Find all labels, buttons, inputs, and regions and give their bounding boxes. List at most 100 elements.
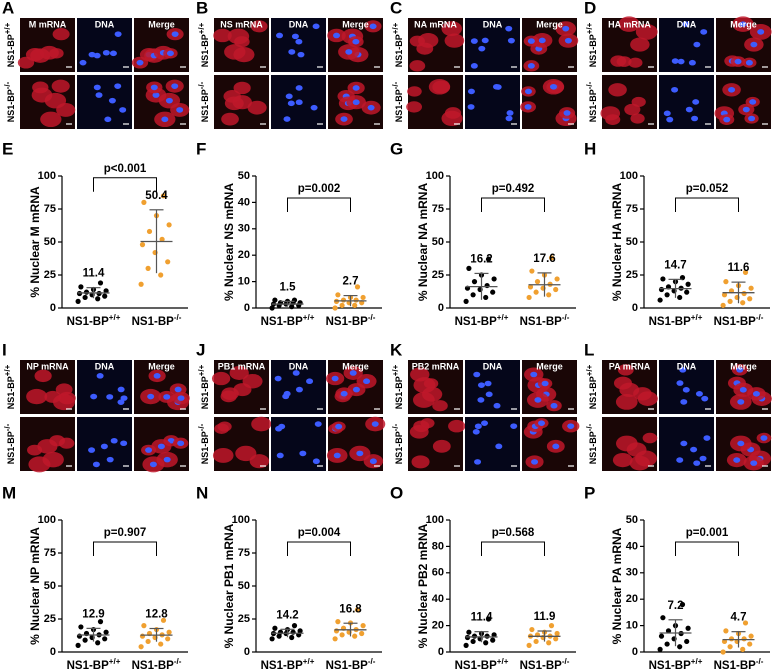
x-tick-label: NS1-BP+/+ [649,313,703,328]
image-header: Merge [730,361,757,371]
nucleus [470,63,478,69]
data-point [490,637,496,643]
image-header: Merge [342,361,369,371]
x-tick-label: NS1-BP-/- [714,657,764,670]
nucleus [693,41,701,48]
nucleus [742,106,750,113]
micrograph [600,75,657,129]
image-header: DNA [95,19,115,29]
panel-letter: A [2,0,14,17]
micrograph [213,18,269,72]
micrograph [326,416,386,471]
nucleus [492,83,500,90]
micrograph [327,18,383,72]
data-point [289,634,295,641]
data-point [335,292,341,298]
nucleus [563,110,571,116]
cell [628,57,643,68]
y-tick-label: 50 [432,236,444,248]
row-label-base: NS1-BP [394,34,404,67]
data-point [665,628,672,634]
y-tick-label: 0 [50,302,56,314]
micrograph [465,417,520,471]
data-point [470,292,476,298]
nucleus [171,83,179,89]
y-tick-label: 25 [44,269,56,281]
cell [44,390,62,403]
panel-letter: J [196,340,205,359]
data-point [97,619,104,625]
cell [407,86,422,97]
data-point [82,294,88,301]
cell [211,371,231,386]
micrograph [716,360,772,414]
x-tick-label: NS1-BP+/+ [455,313,509,328]
significance-bracket [675,541,739,556]
row-label-base: NS1-BP [588,34,598,67]
mean-label: 14.7 [664,259,686,271]
image-header: HA mRNA [608,19,651,29]
cell [432,400,448,412]
nucleus [737,440,745,447]
x-tick-label: NS1-BP-/- [520,313,570,328]
data-point [685,625,691,631]
micrograph [17,18,75,72]
nucleus [356,450,364,457]
data-point [721,292,728,298]
data-point [160,193,167,199]
nucleus [349,370,357,376]
x-tick-label-sup: -/- [562,313,570,322]
x-tick-label: NS1-BP+/+ [649,657,703,670]
significance-bracket [287,197,351,212]
row-label-base: NS1-BP [588,376,598,409]
micrograph [325,360,383,414]
x-tick-label-base: NS1-BP [520,660,563,670]
row-label-sup: +/+ [585,22,594,34]
cell [448,419,466,433]
nucleus [527,38,535,44]
cell [212,447,234,463]
data-point [139,242,146,248]
cell [32,81,49,94]
data-point [657,646,663,652]
nucleus [291,33,299,40]
cell [217,421,232,432]
row-label-sup: -/- [391,81,400,89]
y-tick-label: 50 [238,580,250,592]
y-tick-label: 100 [38,170,56,182]
data-point [740,300,746,306]
row-label-base: NS1-BP [394,431,404,464]
data-point [332,636,338,642]
cell [58,437,75,449]
nucleus [310,104,318,111]
nucleus [474,423,482,430]
y-tick-label: 0 [632,302,638,314]
x-tick-label-sup: +/+ [303,313,315,322]
cell [409,60,426,72]
panel-letter: B [196,0,208,17]
nucleus [283,390,291,397]
cell [56,102,76,117]
significance-bracket [675,197,739,212]
nucleus [79,59,87,66]
data-point [354,284,361,290]
row-label-sup: -/- [391,423,400,431]
nucleus [352,386,360,393]
nucleus [524,88,532,95]
nucleus [363,378,371,385]
data-point [490,289,496,295]
nucleus [274,375,282,382]
data-point [553,286,559,293]
data-point [527,284,534,290]
x-tick-label-sup: -/- [368,313,376,322]
nucleus [666,116,674,123]
cell [411,455,430,469]
y-tick-label: 10 [626,620,638,632]
nucleus [163,456,171,463]
data-point [463,642,469,649]
data-point [335,619,341,625]
p-value: p=0.004 [298,527,341,539]
micrograph [659,360,714,414]
micrograph [522,18,579,72]
